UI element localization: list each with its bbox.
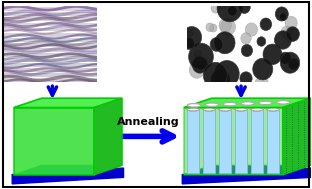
Ellipse shape xyxy=(235,108,247,111)
Bar xyxy=(203,109,215,173)
Circle shape xyxy=(188,141,196,146)
Bar xyxy=(267,109,280,173)
Bar xyxy=(251,109,263,173)
Polygon shape xyxy=(14,98,122,108)
Ellipse shape xyxy=(251,108,263,111)
Ellipse shape xyxy=(219,108,231,111)
Bar xyxy=(235,109,247,173)
Bar xyxy=(219,109,231,173)
Circle shape xyxy=(188,151,196,155)
Circle shape xyxy=(270,149,277,153)
Circle shape xyxy=(270,158,277,162)
Ellipse shape xyxy=(276,101,290,104)
Ellipse shape xyxy=(259,101,272,105)
Ellipse shape xyxy=(251,108,263,111)
Circle shape xyxy=(270,167,277,172)
Ellipse shape xyxy=(203,108,215,111)
Polygon shape xyxy=(14,108,94,175)
Ellipse shape xyxy=(267,108,280,111)
Bar xyxy=(187,109,199,173)
Circle shape xyxy=(205,169,212,173)
Circle shape xyxy=(253,149,261,153)
Bar xyxy=(219,109,231,173)
Bar xyxy=(251,109,263,173)
Polygon shape xyxy=(184,108,283,175)
Ellipse shape xyxy=(187,104,201,107)
Polygon shape xyxy=(94,98,122,175)
Circle shape xyxy=(253,158,261,163)
Bar xyxy=(267,109,280,173)
Circle shape xyxy=(205,150,212,155)
Ellipse shape xyxy=(267,108,280,111)
Circle shape xyxy=(237,159,245,163)
Circle shape xyxy=(237,149,245,154)
Bar xyxy=(203,109,215,173)
Circle shape xyxy=(237,140,245,145)
Text: Annealing: Annealing xyxy=(117,116,180,126)
Bar xyxy=(187,109,199,173)
Ellipse shape xyxy=(276,101,290,104)
Ellipse shape xyxy=(219,108,231,111)
Bar xyxy=(267,109,280,173)
Ellipse shape xyxy=(187,108,199,111)
Polygon shape xyxy=(182,168,312,184)
Ellipse shape xyxy=(241,102,254,105)
Ellipse shape xyxy=(251,108,263,111)
Circle shape xyxy=(237,168,245,173)
Ellipse shape xyxy=(259,101,272,105)
Ellipse shape xyxy=(219,108,231,111)
Bar xyxy=(219,109,231,173)
Circle shape xyxy=(221,150,228,154)
Ellipse shape xyxy=(235,108,247,111)
Bar xyxy=(187,109,199,173)
Bar xyxy=(203,109,215,173)
Ellipse shape xyxy=(241,102,254,105)
Circle shape xyxy=(221,168,228,173)
Bar xyxy=(235,109,247,173)
Bar xyxy=(235,109,247,173)
Circle shape xyxy=(221,141,228,145)
Ellipse shape xyxy=(205,103,219,106)
Ellipse shape xyxy=(235,108,247,111)
Circle shape xyxy=(205,160,212,164)
Polygon shape xyxy=(12,168,124,184)
Ellipse shape xyxy=(203,108,215,111)
Bar xyxy=(267,109,280,173)
Circle shape xyxy=(253,140,261,144)
Bar xyxy=(251,109,263,173)
Ellipse shape xyxy=(223,102,236,106)
Circle shape xyxy=(270,139,277,144)
Circle shape xyxy=(253,168,261,172)
Ellipse shape xyxy=(219,108,231,111)
Bar xyxy=(187,109,199,173)
Ellipse shape xyxy=(267,108,280,111)
Polygon shape xyxy=(184,98,311,108)
Ellipse shape xyxy=(235,108,247,111)
Ellipse shape xyxy=(203,108,215,111)
Ellipse shape xyxy=(251,108,263,111)
Polygon shape xyxy=(14,165,122,175)
Ellipse shape xyxy=(187,108,199,111)
Bar xyxy=(251,109,263,173)
Circle shape xyxy=(188,169,196,174)
Ellipse shape xyxy=(223,102,236,106)
Polygon shape xyxy=(184,165,311,175)
Circle shape xyxy=(221,159,228,164)
Ellipse shape xyxy=(187,108,199,111)
Circle shape xyxy=(188,160,196,164)
Polygon shape xyxy=(283,98,311,175)
Bar xyxy=(219,109,231,173)
Circle shape xyxy=(205,141,212,146)
Ellipse shape xyxy=(203,108,215,111)
Ellipse shape xyxy=(205,103,219,106)
Ellipse shape xyxy=(187,104,201,107)
Bar xyxy=(235,109,247,173)
Ellipse shape xyxy=(187,108,199,111)
Ellipse shape xyxy=(267,108,280,111)
Bar xyxy=(203,109,215,173)
